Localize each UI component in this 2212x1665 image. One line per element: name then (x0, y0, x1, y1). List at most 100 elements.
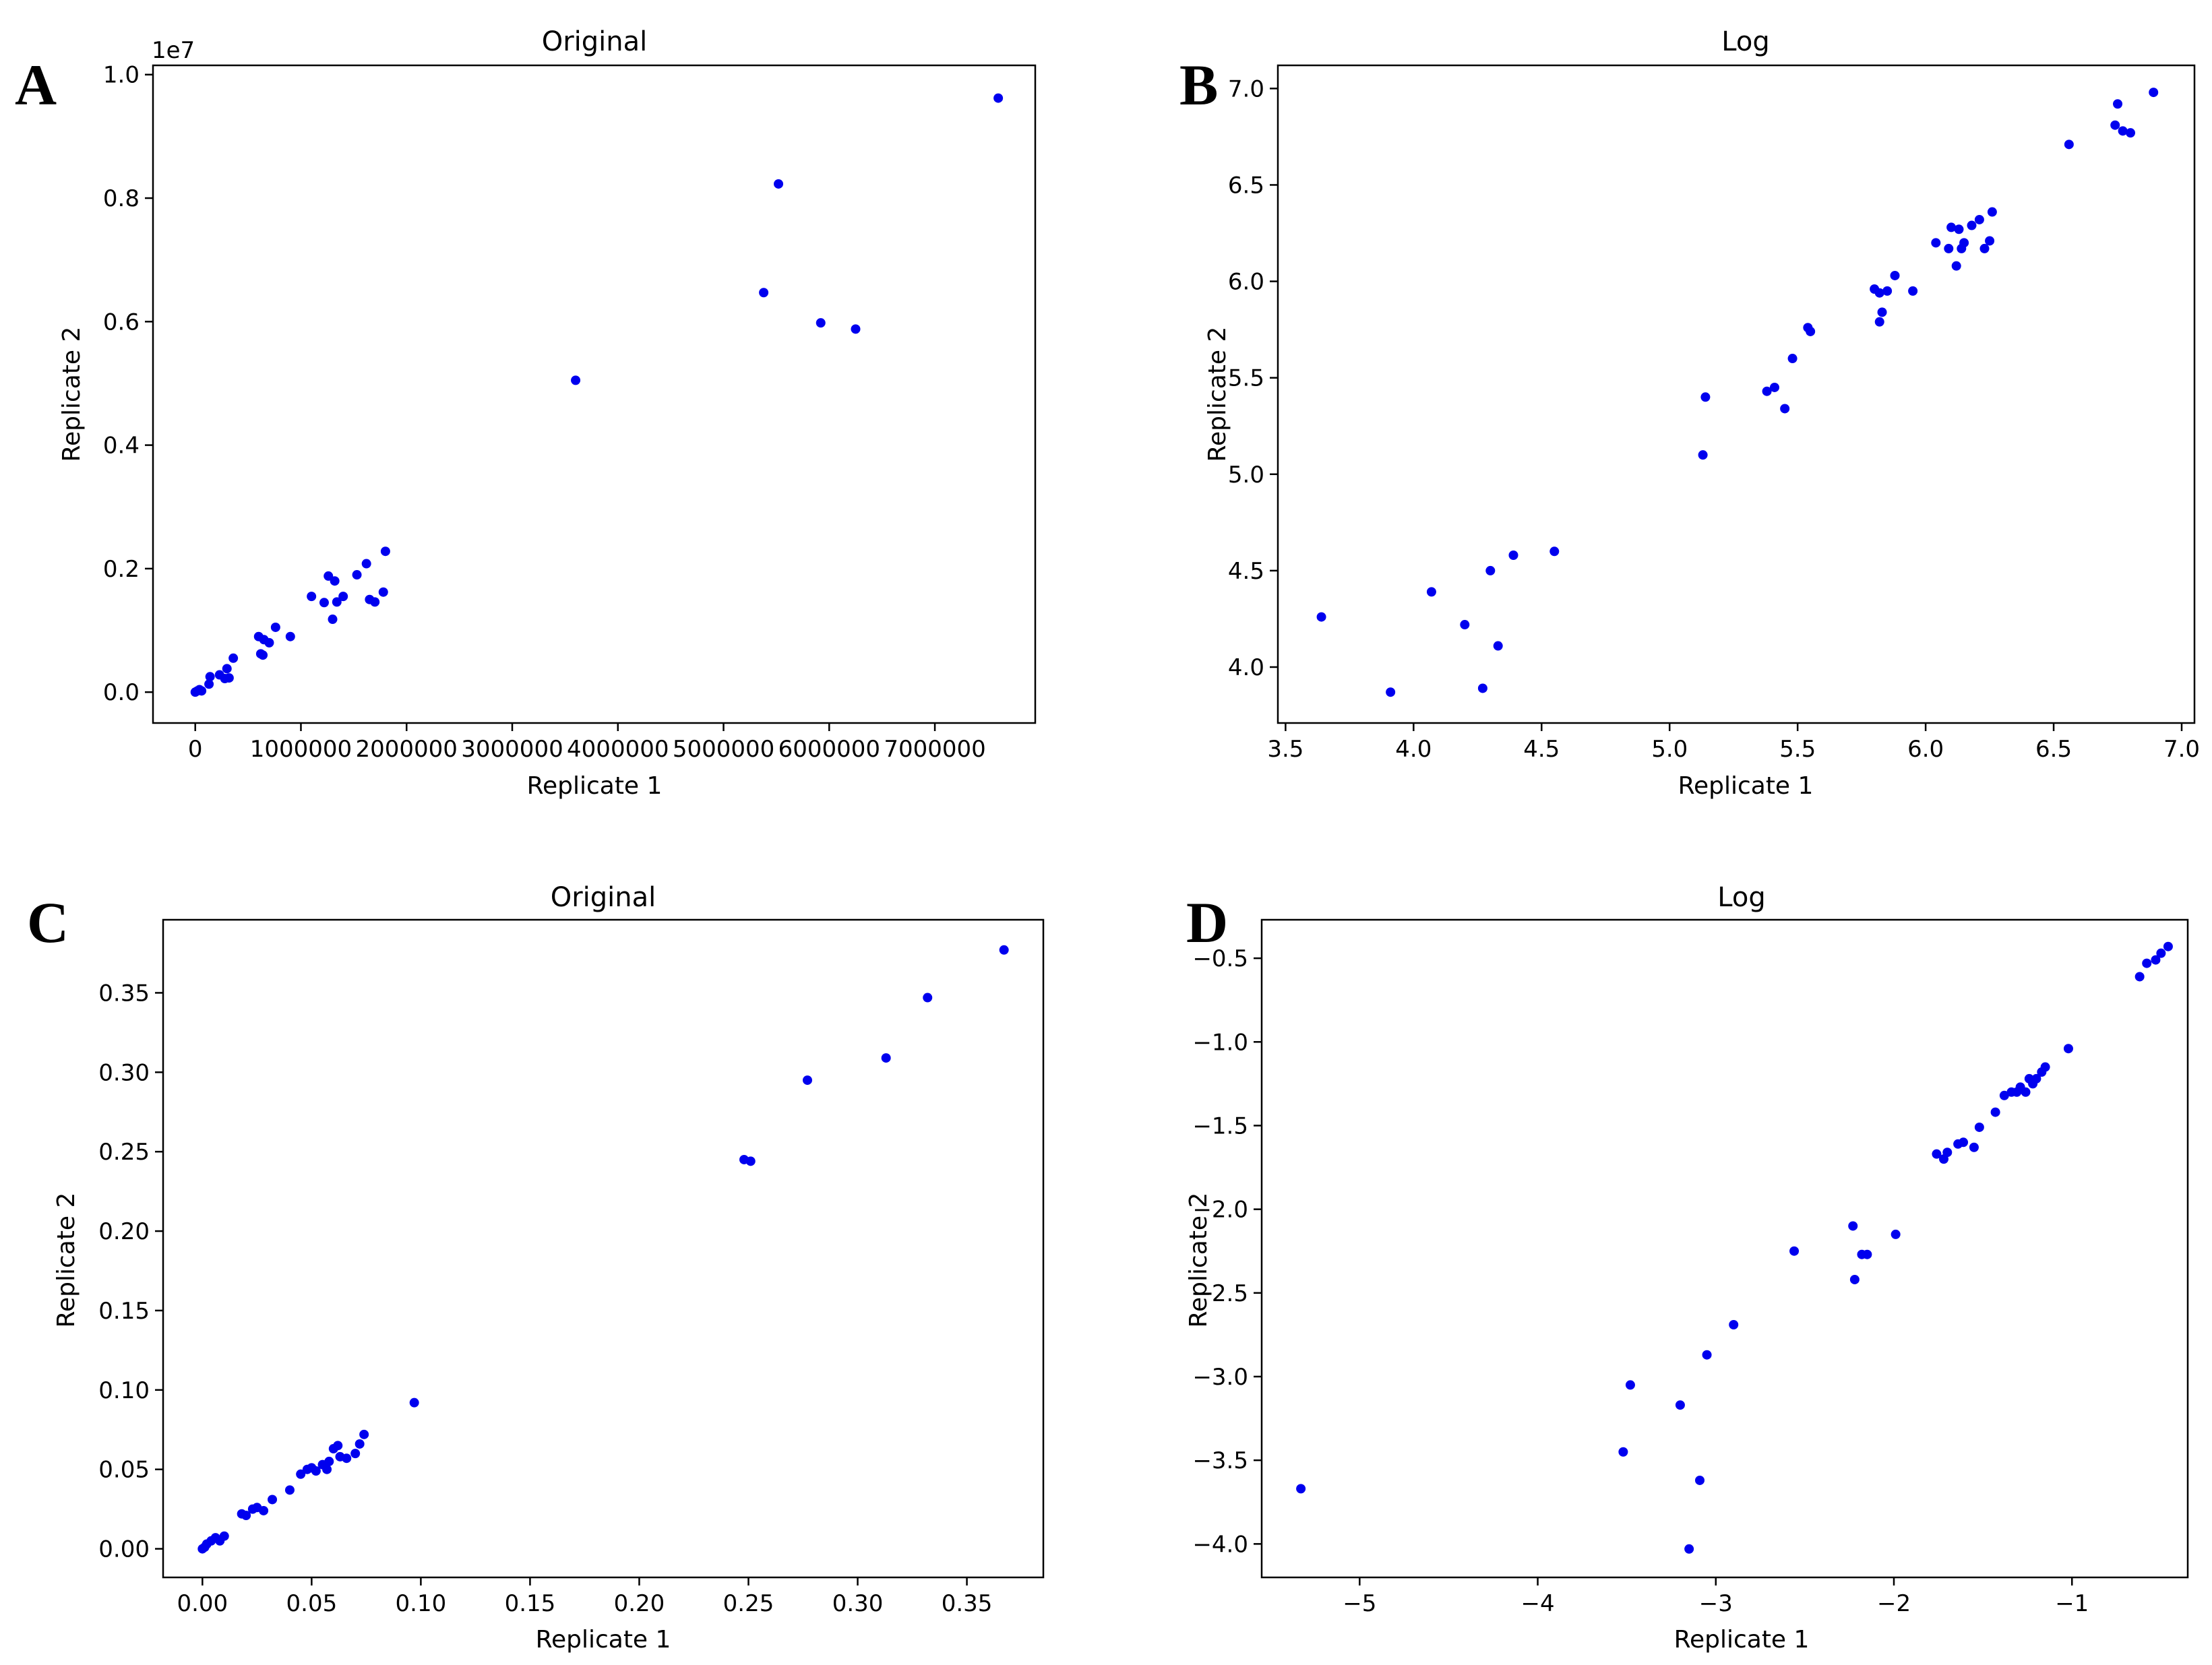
data-point (322, 1464, 332, 1474)
data-point (1969, 1142, 1979, 1152)
data-point (2110, 120, 2120, 130)
data-point (307, 592, 317, 602)
data-point (222, 664, 232, 674)
data-point (1908, 286, 1918, 296)
y-tick-label: 0.00 (98, 1536, 150, 1563)
data-point (1890, 270, 1900, 280)
y-tick-label: 0.15 (98, 1298, 150, 1325)
data-point (1316, 612, 1326, 622)
data-point (241, 1511, 251, 1521)
y-tick-label: 0.4 (103, 433, 140, 460)
x-tick-label: 7000000 (884, 736, 985, 763)
y-tick-label: 1.0 (103, 62, 140, 89)
x-tick-label: −5 (1343, 1590, 1376, 1617)
x-tick-label: 6000000 (778, 736, 880, 763)
panel-b: B Log Replicate 1 Replicate 2 3.5 4.0 4.5 5… (1179, 26, 2200, 800)
chart-title: Log (1717, 882, 1765, 913)
panel-letter-c: C (27, 890, 69, 955)
data-point (296, 1469, 306, 1479)
data-point (2149, 88, 2159, 98)
ticks-d: −5 −4 −3 −2 −1 −4.0 −3.5 −3.0 −2.5 −2.0 −1.5 −1.0 −0… (1192, 945, 2089, 1617)
y-tick-label: −3.0 (1192, 1364, 1248, 1391)
x-tick-label: −4 (1520, 1590, 1554, 1617)
data-point (1625, 1380, 1635, 1390)
data-point (1999, 1090, 2009, 1100)
data-point (284, 1485, 295, 1495)
y-tick-label: 0.2 (103, 556, 140, 583)
data-point (2063, 1044, 2073, 1054)
y-tick-label: 0.8 (103, 185, 140, 212)
data-point (268, 1495, 278, 1505)
data-point (1787, 354, 1798, 364)
data-point (1891, 1229, 1901, 1239)
data-point (1698, 450, 1708, 460)
data-point (1806, 326, 1816, 336)
data-point (1780, 404, 1790, 414)
data-point (1508, 550, 1518, 560)
y-tick-label: 0.05 (98, 1457, 150, 1484)
y-axis-label: Replicate 2 (1185, 1193, 1212, 1328)
data-point (1987, 207, 1997, 217)
data-point (1789, 1246, 1800, 1256)
x-tick-label: 4.0 (1395, 736, 1432, 763)
data-point (270, 622, 280, 632)
data-point (1296, 1484, 1306, 1494)
plot-frame-a (152, 64, 1037, 724)
data-point (2021, 1087, 2031, 1097)
y-tick-label: −2.0 (1192, 1197, 1248, 1224)
ticks-a: 0 1000000 2000000 3000000 4000000 5000000 6000… (103, 62, 986, 763)
y-tick-label: −1.0 (1192, 1029, 1248, 1056)
data-point (759, 288, 769, 298)
data-point (224, 673, 234, 683)
x-tick-label: −1 (2055, 1590, 2089, 1617)
x-tick-label: 7.0 (2163, 736, 2200, 763)
y-tick-label: −4.0 (1192, 1531, 1248, 1558)
data-point (2134, 972, 2145, 982)
points-c (197, 945, 1009, 1554)
chart-title: Log (1721, 26, 1769, 57)
data-point (1675, 1400, 1685, 1410)
data-point (1877, 307, 1887, 317)
y-tick-label: 4.5 (1228, 558, 1264, 585)
chart-title: Original (551, 882, 656, 913)
data-point (264, 637, 274, 648)
ticks-b: 3.5 4.0 4.5 5.0 5.5 6.0 6.5 7.0 4.0 4.5 5.0 5.5 6.0 6… (1228, 75, 2200, 763)
data-point (219, 1531, 229, 1541)
data-point (1932, 1149, 1942, 1159)
data-point (1942, 1148, 1953, 1158)
data-point (409, 1397, 419, 1408)
data-point (380, 546, 390, 557)
y-tick-label: 5.0 (1228, 462, 1264, 489)
data-point (1985, 236, 1995, 246)
data-point (324, 571, 334, 581)
data-point (1762, 386, 1772, 396)
y-tick-label: 7.0 (1228, 75, 1264, 102)
data-point (774, 179, 784, 189)
data-point (228, 653, 239, 663)
x-axis-label: Replicate 1 (1674, 1626, 1810, 1654)
x-tick-label: 0.20 (614, 1590, 665, 1617)
data-point (2113, 99, 2123, 109)
data-point (1979, 243, 1990, 253)
panel-letter-b: B (1179, 53, 1218, 117)
x-tick-label: 2000000 (356, 736, 458, 763)
data-point (803, 1075, 813, 1086)
y-tick-label: 0.10 (98, 1377, 150, 1404)
data-point (1386, 687, 1396, 697)
y-axis-label: Replicate 2 (1204, 327, 1231, 462)
x-tick-label: 5.5 (1779, 736, 1816, 763)
data-point (342, 1453, 352, 1464)
data-point (1967, 220, 1977, 230)
data-point (1959, 1137, 1969, 1148)
x-axis-label: Replicate 1 (527, 772, 663, 800)
y-tick-label: −2.5 (1192, 1280, 1248, 1307)
data-point (350, 1449, 361, 1459)
x-tick-label: −2 (1877, 1590, 1911, 1617)
data-point (1618, 1447, 1628, 1457)
data-point (1460, 620, 1470, 630)
y-tick-label: −0.5 (1192, 945, 1248, 972)
data-point (1426, 587, 1436, 597)
data-point (355, 1439, 365, 1449)
data-point (1549, 546, 1560, 557)
